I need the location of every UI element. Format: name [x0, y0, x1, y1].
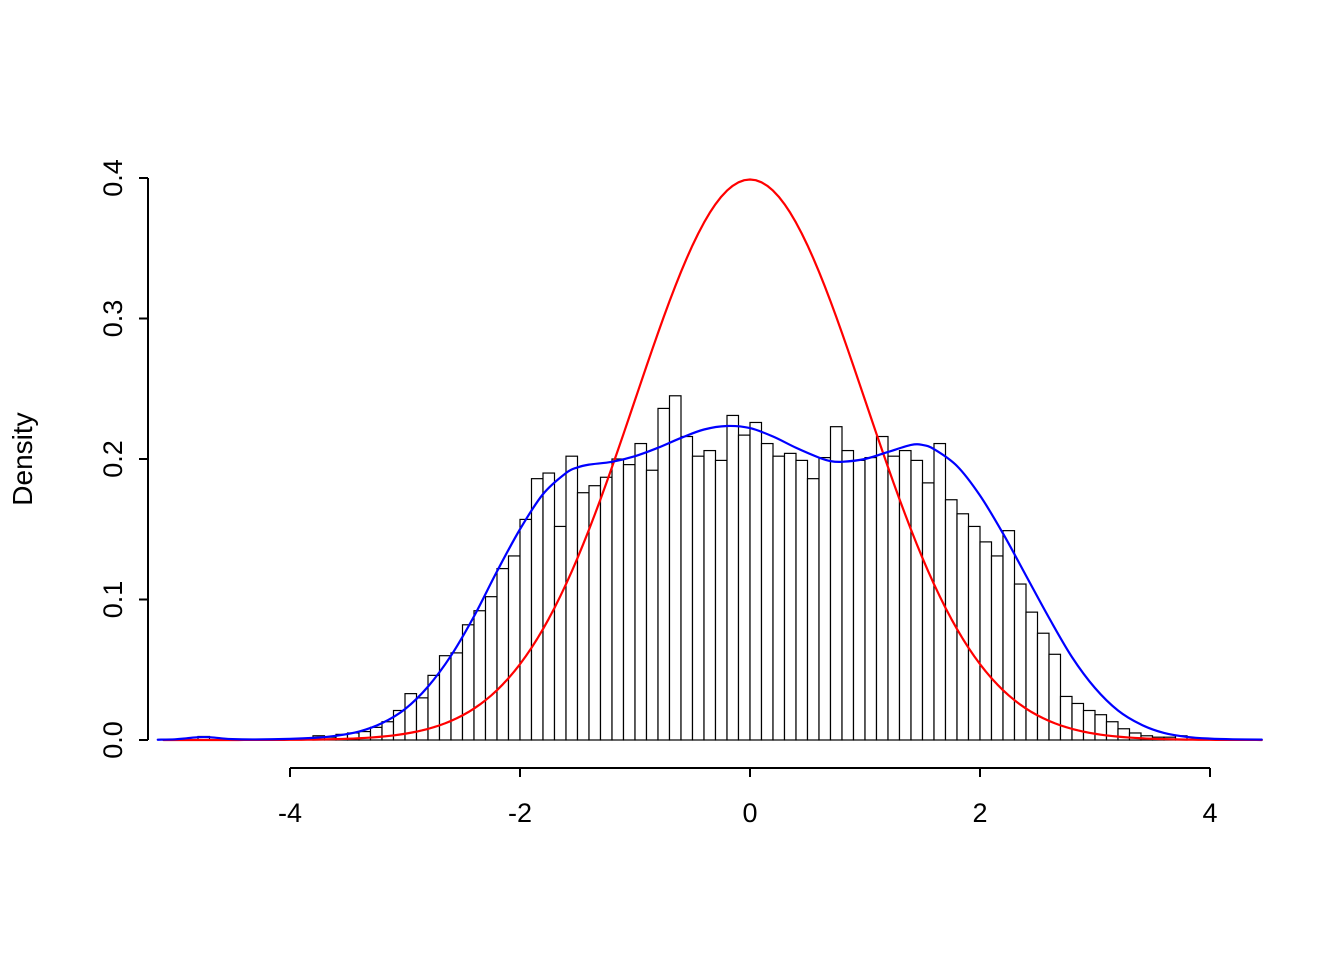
histogram-bar — [795, 459, 809, 741]
histogram-bar — [496, 567, 510, 741]
histogram-bar — [887, 455, 901, 741]
histogram-bar — [1048, 653, 1062, 741]
histogram-bar — [622, 464, 636, 741]
histogram-bar — [1071, 702, 1085, 741]
kde-curve — [156, 424, 1263, 741]
histogram-bar — [760, 442, 774, 741]
histogram-bar — [668, 395, 682, 741]
histogram-bar — [829, 426, 843, 741]
histogram-bar — [1059, 695, 1073, 741]
x-tick-label: 4 — [1202, 798, 1217, 828]
histogram-bars — [197, 395, 1188, 741]
x-tick-label: 2 — [972, 798, 987, 828]
histogram-bar — [680, 435, 694, 741]
histogram-bar — [565, 455, 579, 741]
y-tick-label: 0.0 — [98, 721, 128, 759]
histogram-bar — [875, 435, 889, 741]
histogram-bar — [461, 624, 475, 741]
histogram-bar — [726, 414, 740, 741]
histogram-bar — [979, 541, 993, 741]
histogram-bar — [473, 610, 487, 741]
histogram-bar — [864, 456, 878, 741]
histogram-bar — [553, 525, 567, 741]
histogram-bar — [542, 472, 556, 741]
y-tick-label: 0.3 — [98, 300, 128, 338]
histogram-bar — [1025, 611, 1039, 741]
histogram-bar — [519, 518, 533, 741]
histogram-bar — [749, 421, 763, 741]
histogram-bar — [484, 596, 498, 741]
histogram-bar — [852, 459, 866, 741]
histogram-bar — [415, 697, 429, 741]
histogram-bar — [898, 449, 912, 741]
histogram-bar — [818, 456, 832, 741]
y-axis-label: Density — [7, 412, 38, 505]
x-axis: -4 -2 0 2 4 — [278, 767, 1218, 828]
histogram-bar — [657, 407, 671, 741]
histogram-bar — [956, 513, 970, 741]
x-tick-label: -2 — [508, 798, 532, 828]
histogram-bar — [611, 458, 625, 741]
y-tick-label: 0.1 — [98, 581, 128, 619]
histogram-bar — [967, 525, 981, 741]
x-tick-label: -4 — [278, 798, 302, 828]
histogram-bar — [507, 555, 521, 741]
histogram-bar — [990, 555, 1004, 741]
histogram-bar — [737, 434, 751, 741]
histogram-bar — [703, 449, 717, 741]
histogram-bar — [933, 442, 947, 741]
histogram-bar — [841, 449, 855, 741]
y-tick-label: 0.4 — [98, 159, 128, 197]
histogram-bar — [772, 455, 786, 741]
histogram-bar — [645, 469, 659, 741]
histogram-bar — [450, 652, 464, 741]
histogram-bar — [1082, 709, 1096, 741]
histogram-bar — [634, 442, 648, 741]
histogram-bar — [599, 476, 613, 741]
histogram-bar — [1013, 583, 1027, 741]
histogram-bar — [921, 482, 935, 741]
histogram-bar — [1036, 632, 1050, 741]
histogram-bar — [530, 478, 544, 741]
histogram-bar — [806, 478, 820, 741]
histogram-bar — [714, 459, 728, 741]
histogram-bar — [1002, 530, 1016, 741]
normal-curve — [162, 178, 1263, 742]
histogram-bar — [576, 492, 590, 741]
y-axis: 0.0 0.1 0.2 0.3 0.4 — [98, 159, 149, 759]
histogram-bar — [910, 459, 924, 741]
histogram-bar — [783, 452, 797, 741]
histogram-bar — [691, 455, 705, 741]
y-tick-label: 0.2 — [98, 440, 128, 478]
x-tick-label: 0 — [742, 798, 757, 828]
